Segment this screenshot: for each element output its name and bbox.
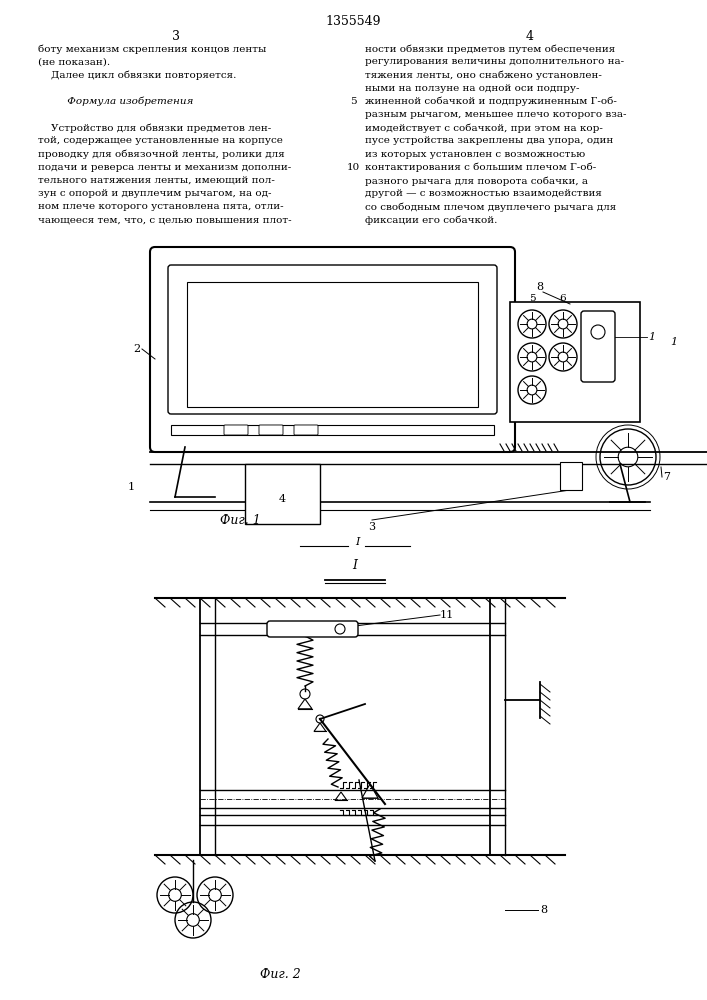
Text: (не показан).: (не показан). [38, 57, 110, 66]
Text: 1: 1 [128, 482, 135, 492]
Text: 7: 7 [663, 472, 670, 482]
FancyBboxPatch shape [267, 621, 358, 637]
Text: регулирования величины дополнительного на-: регулирования величины дополнительного н… [365, 57, 624, 66]
Text: имодействует с собачкой, при этом на кор-: имодействует с собачкой, при этом на кор… [365, 123, 603, 133]
Text: тельного натяжения ленты, имеющий пол-: тельного натяжения ленты, имеющий пол- [38, 176, 275, 185]
Text: ности обвязки предметов путем обеспечения: ности обвязки предметов путем обеспечени… [365, 44, 615, 53]
Text: проводку для обвязочной ленты, ролики для: проводку для обвязочной ленты, ролики дл… [38, 150, 285, 159]
Text: со свободным плечом двуплечего рычага для: со свободным плечом двуплечего рычага дл… [365, 202, 617, 212]
Text: 3: 3 [368, 522, 375, 532]
FancyBboxPatch shape [168, 265, 497, 414]
Text: I: I [355, 537, 359, 547]
Text: другой — с возможностью взаимодействия: другой — с возможностью взаимодействия [365, 189, 602, 198]
FancyBboxPatch shape [259, 425, 283, 435]
Text: Фиг. 2: Фиг. 2 [259, 968, 300, 982]
Text: контактирования с большим плечом Г-об-: контактирования с большим плечом Г-об- [365, 163, 596, 172]
Text: 3: 3 [172, 30, 180, 43]
Text: 10: 10 [346, 163, 360, 172]
Text: Далее цикл обвязки повторяется.: Далее цикл обвязки повторяется. [38, 70, 236, 80]
Text: 4: 4 [279, 494, 286, 504]
Text: разного рычага для поворота собачки, а: разного рычага для поворота собачки, а [365, 176, 588, 186]
Text: 11: 11 [440, 610, 455, 620]
Text: 1355549: 1355549 [325, 15, 381, 28]
Text: ными на ползуне на одной оси подпру-: ными на ползуне на одной оси подпру- [365, 84, 580, 93]
Text: жиненной собачкой и подпружиненным Г-об-: жиненной собачкой и подпружиненным Г-об- [365, 97, 617, 106]
Text: 1: 1 [648, 332, 655, 342]
Text: 8: 8 [537, 282, 544, 292]
Text: боту механизм скрепления концов ленты: боту механизм скрепления концов ленты [38, 44, 267, 53]
Text: из которых установлен с возможностью: из которых установлен с возможностью [365, 150, 585, 159]
Text: подачи и реверса ленты и механизм дополни-: подачи и реверса ленты и механизм дополн… [38, 163, 291, 172]
Bar [187, 282, 478, 407]
Text: разным рычагом, меньшее плечо которого вза-: разным рычагом, меньшее плечо которого в… [365, 110, 626, 119]
Bar [245, 464, 320, 524]
Bar [560, 462, 582, 490]
Text: той, содержащее установленные на корпусе: той, содержащее установленные на корпусе [38, 136, 283, 145]
Bar [510, 302, 640, 422]
Text: 5: 5 [529, 294, 535, 303]
FancyBboxPatch shape [294, 425, 318, 435]
Text: 5: 5 [350, 97, 356, 106]
Text: 2: 2 [133, 344, 140, 354]
Text: 4: 4 [526, 30, 534, 43]
Text: зун с опорой и двуплечим рычагом, на од-: зун с опорой и двуплечим рычагом, на од- [38, 189, 271, 198]
Text: I: I [353, 559, 358, 572]
Text: 8: 8 [540, 905, 547, 915]
FancyBboxPatch shape [150, 247, 515, 452]
FancyBboxPatch shape [581, 311, 615, 382]
Text: 6: 6 [560, 294, 566, 303]
Text: тяжения ленты, оно снабжено установлен-: тяжения ленты, оно снабжено установлен- [365, 70, 602, 80]
Text: Формула изобретения: Формула изобретения [38, 97, 194, 106]
Text: пусе устройства закреплены два упора, один: пусе устройства закреплены два упора, од… [365, 136, 613, 145]
Text: 1: 1 [670, 337, 677, 347]
Text: ном плече которого установлена пята, отли-: ном плече которого установлена пята, отл… [38, 202, 284, 211]
FancyBboxPatch shape [224, 425, 248, 435]
Text: фиксации его собачкой.: фиксации его собачкой. [365, 216, 498, 225]
Text: Устройство для обвязки предметов лен-: Устройство для обвязки предметов лен- [38, 123, 271, 133]
Text: Фиг. 1: Фиг. 1 [220, 514, 260, 526]
Text: чающееся тем, что, с целью повышения плот-: чающееся тем, что, с целью повышения пло… [38, 216, 291, 225]
Bar [171, 425, 494, 435]
